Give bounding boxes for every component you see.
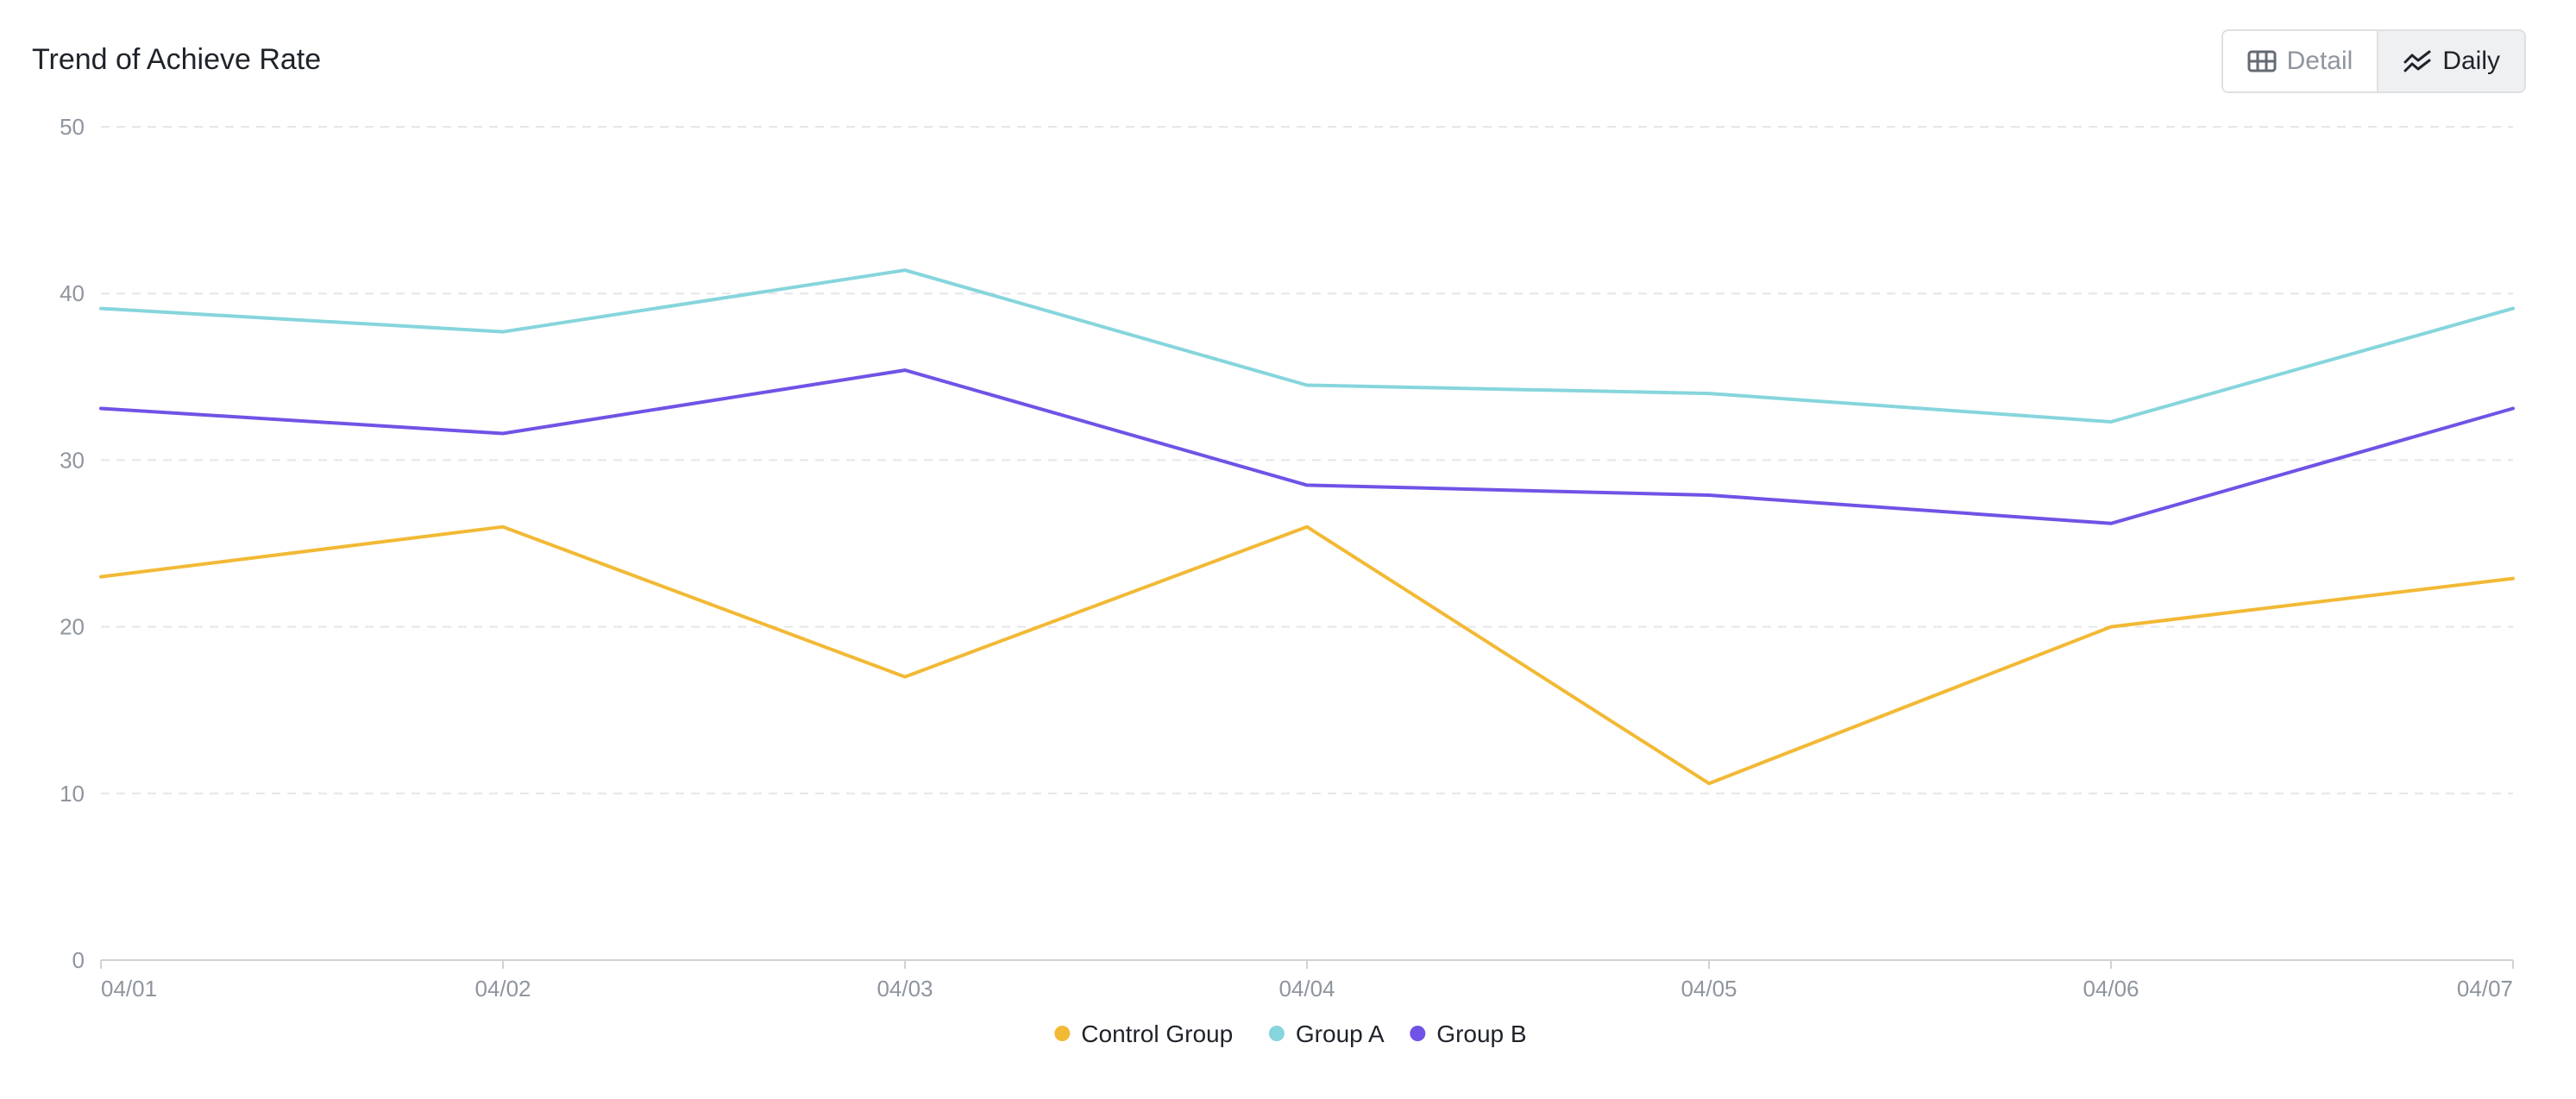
series-line bbox=[99, 524, 2515, 786]
table-icon bbox=[2247, 50, 2277, 72]
y-tick-label: 0 bbox=[72, 947, 85, 973]
legend-marker bbox=[1410, 1026, 1426, 1041]
y-tick-label: 10 bbox=[60, 781, 85, 807]
chart-title: Trend of Achieve Rate bbox=[32, 43, 322, 76]
daily-label: Daily bbox=[2442, 47, 2500, 75]
detail-button[interactable]: Detail bbox=[2222, 31, 2378, 91]
x-tick-label: 04/01 bbox=[101, 976, 157, 1002]
x-tick-label: 04/04 bbox=[1279, 976, 1335, 1002]
series-line bbox=[99, 368, 2515, 525]
y-tick-label: 30 bbox=[60, 447, 85, 473]
y-tick-label: 50 bbox=[60, 114, 85, 140]
legend-marker bbox=[1054, 1026, 1071, 1041]
series-line bbox=[99, 268, 2515, 424]
legend-marker bbox=[1268, 1026, 1285, 1041]
view-toggle: Detail Daily bbox=[2221, 29, 2526, 93]
x-tick-label: 04/02 bbox=[474, 976, 531, 1002]
legend-label: Control Group bbox=[1081, 1020, 1233, 1047]
y-tick-label: 40 bbox=[60, 280, 85, 306]
line-chart-icon bbox=[2403, 49, 2432, 73]
x-tick-label: 04/05 bbox=[1681, 976, 1737, 1002]
x-tick-label: 04/03 bbox=[876, 976, 933, 1002]
x-tick-label: 04/06 bbox=[2083, 976, 2139, 1002]
legend-label: Group A bbox=[1296, 1020, 1385, 1047]
y-tick-label: 20 bbox=[60, 614, 85, 640]
legend-label: Group B bbox=[1436, 1020, 1526, 1047]
daily-button[interactable]: Daily bbox=[2377, 31, 2524, 91]
x-tick-label: 04/07 bbox=[2457, 976, 2513, 1002]
detail-label: Detail bbox=[2286, 47, 2353, 75]
